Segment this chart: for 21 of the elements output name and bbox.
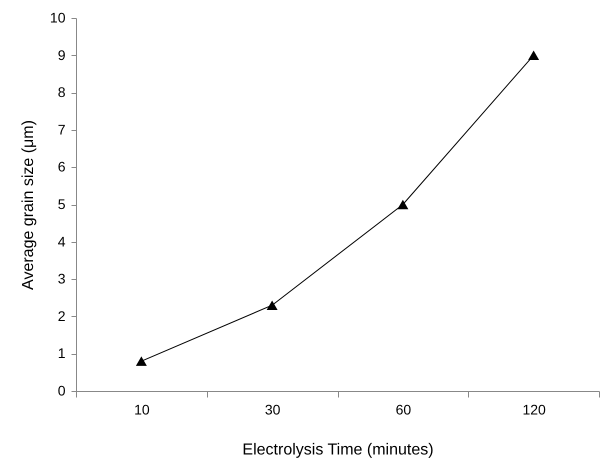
x-tick-label: 120 xyxy=(522,402,546,418)
y-tick-label: 6 xyxy=(58,158,66,175)
y-tick-label: 0 xyxy=(58,382,66,398)
y-tick-label: 1 xyxy=(58,345,66,362)
x-tick-label: 10 xyxy=(134,402,150,418)
y-tick-label: 9 xyxy=(58,46,66,63)
point xyxy=(136,356,147,366)
x-tick-label: 60 xyxy=(396,402,412,418)
x-tick-label: 30 xyxy=(264,402,281,418)
y-tick-label: 2 xyxy=(58,308,66,324)
y-axis-title: Average grain size (μm) xyxy=(20,120,37,290)
y-tick-label: 7 xyxy=(58,121,66,138)
point xyxy=(528,50,540,60)
point xyxy=(397,200,408,210)
y-tick-label: 8 xyxy=(58,84,66,100)
y-tick-label: 5 xyxy=(58,196,66,212)
y-tick-label: 4 xyxy=(58,233,66,250)
y-tick-label: 10 xyxy=(50,10,66,26)
point xyxy=(266,300,278,310)
x-axis-title: Electrolysis Time (minutes) xyxy=(242,442,434,458)
y-tick-label: 3 xyxy=(58,270,66,287)
